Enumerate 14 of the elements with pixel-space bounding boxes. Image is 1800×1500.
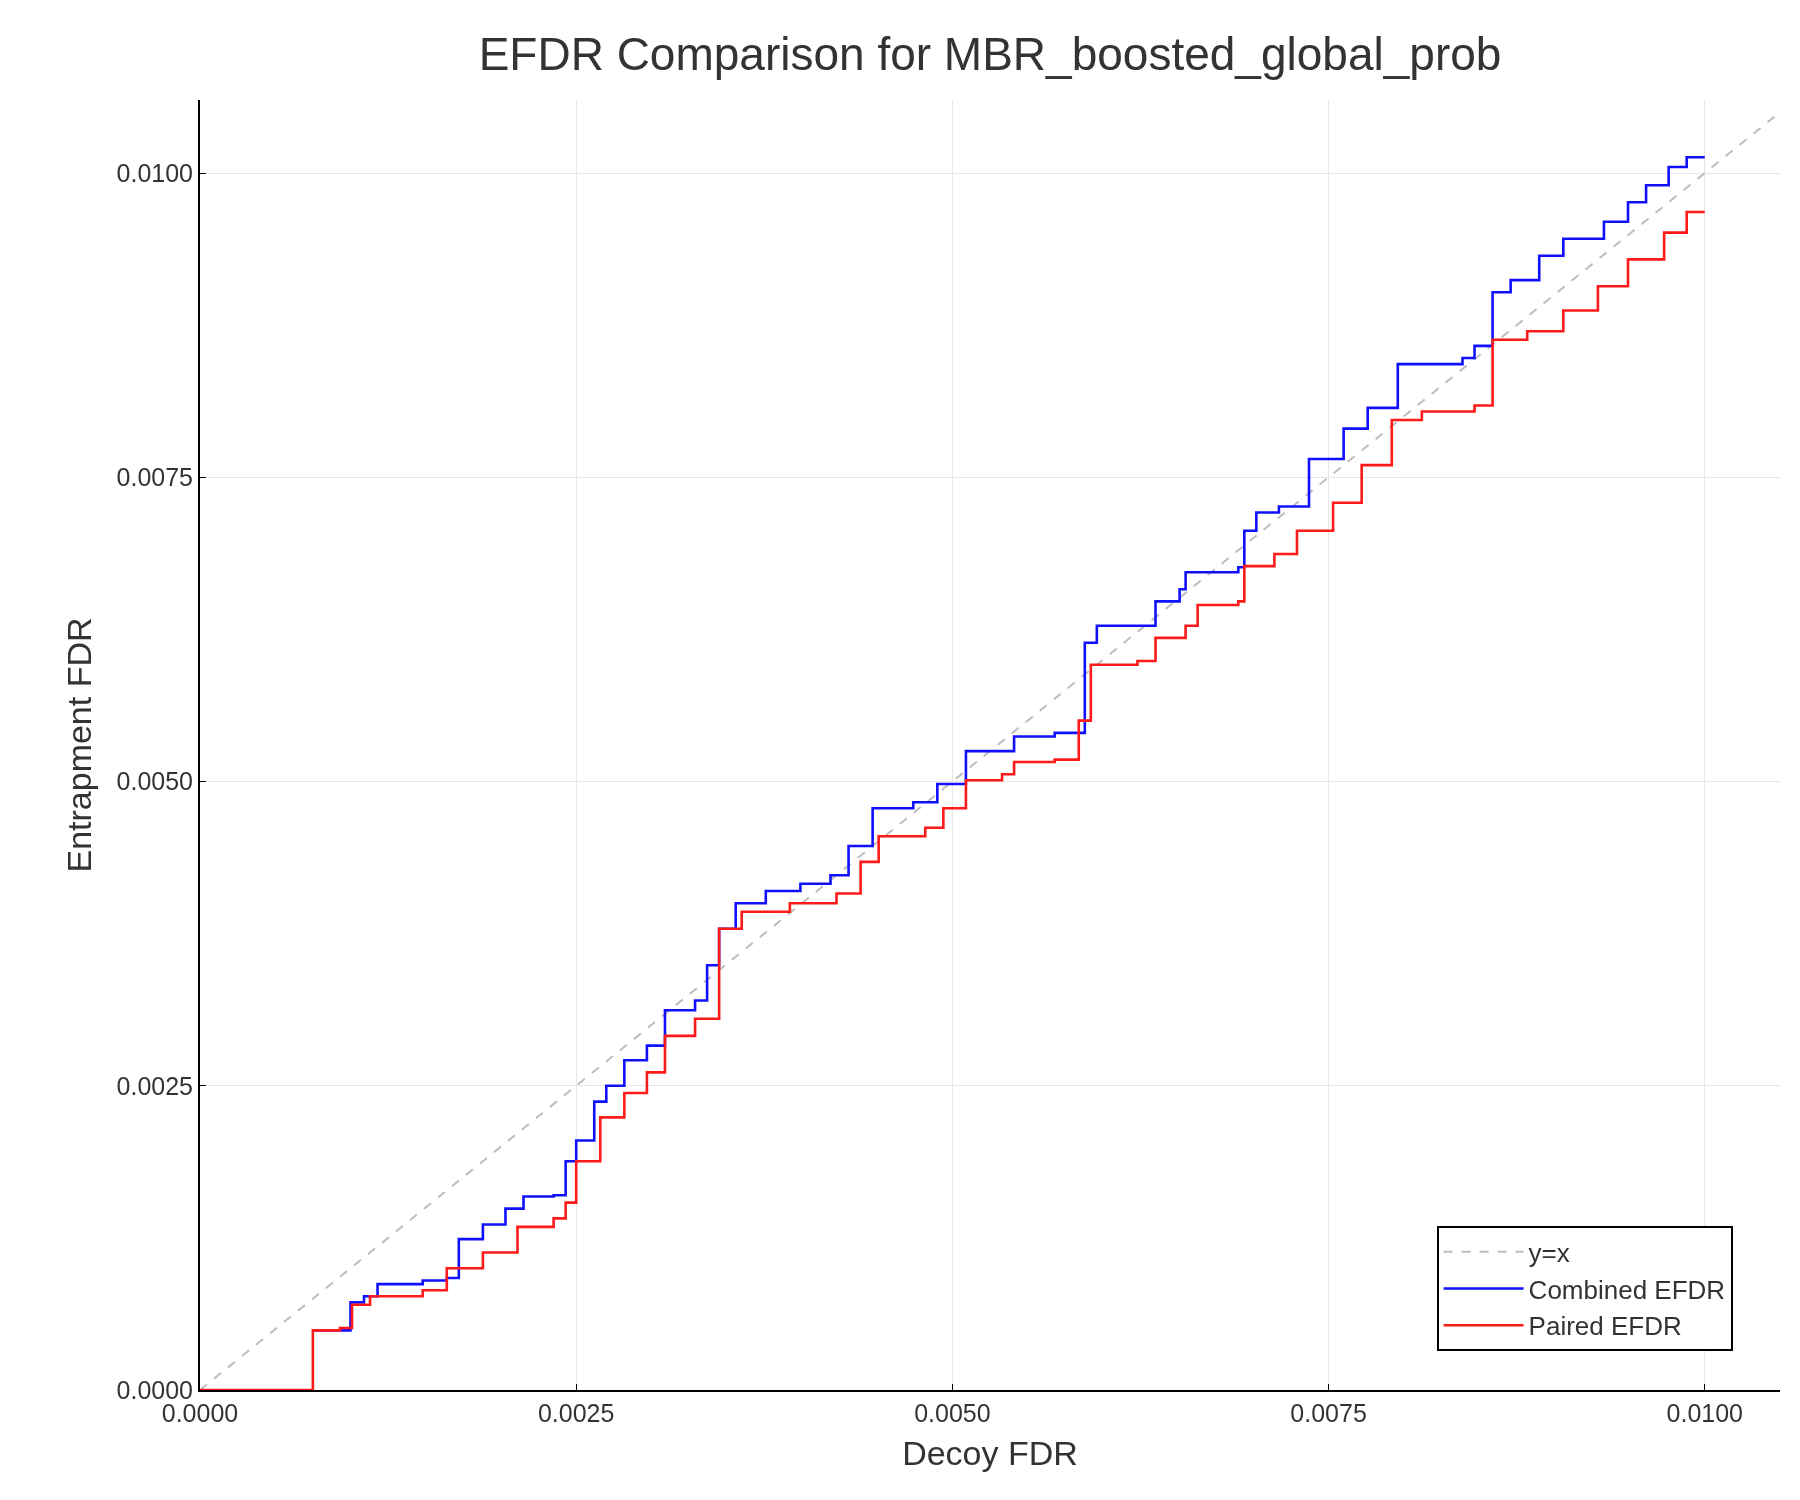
y-tick-label: 0.0075 [116,463,193,492]
x-tick-label: 0.0050 [914,1399,991,1427]
y-tick-label: 0.0025 [116,1071,193,1100]
legend-label: Combined EFDR [1528,1274,1726,1305]
x-tick-label: 0.0100 [1666,1399,1743,1427]
legend-label: Paired EFDR [1528,1311,1682,1342]
y-tick-label: 0.0100 [116,158,193,187]
x-tick-label: 0.0075 [1290,1399,1367,1427]
y-tick-label: 0.0050 [116,767,193,796]
x-tick-label: 0.0025 [537,1399,615,1427]
chart-title: EFDR Comparison for MBR_boosted_global_prob [478,27,1502,80]
legend-label: y=x [1528,1237,1570,1268]
x-axis-title: Decoy FDR [902,1433,1078,1472]
y-axis-title: Entrapment FDR [59,617,98,873]
